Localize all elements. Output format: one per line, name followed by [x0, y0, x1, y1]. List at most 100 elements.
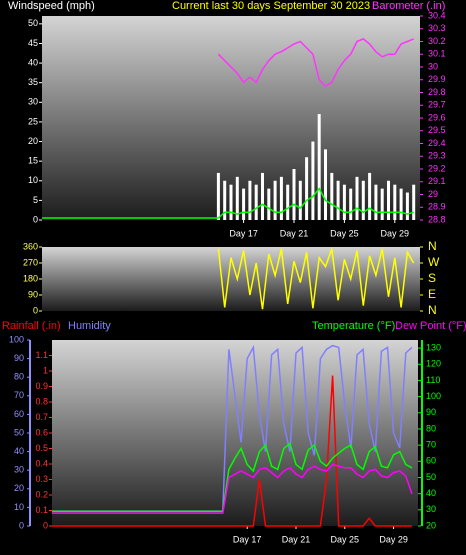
y2-tick-label: 28.8 [428, 214, 446, 224]
bar [305, 157, 309, 220]
series-line [217, 248, 415, 310]
y2-tick-label: 100 [426, 391, 441, 401]
y2-tick-label: 29.9 [428, 74, 446, 84]
y-tick-label: 0.5 [35, 443, 48, 453]
y-tick-label: 0.1 [35, 505, 48, 515]
x-tick-label: Day 29 [379, 534, 408, 544]
series-line [217, 38, 414, 88]
y2-tick-label: 90 [426, 407, 436, 417]
y-tick-label: 180 [23, 273, 38, 283]
legend-label: Humidity [68, 320, 111, 332]
y3-tick-label: 60 [14, 409, 24, 419]
bar [229, 184, 233, 220]
y-tick-label: 50 [28, 18, 38, 28]
series-line [52, 463, 413, 514]
y2-tick-label: 30.4 [428, 10, 446, 20]
bar [311, 141, 315, 220]
y-tick-label: 35 [28, 77, 38, 87]
y3-tick-label: 70 [14, 390, 24, 400]
bar [349, 188, 353, 220]
y-tick-label: 270 [23, 257, 38, 267]
bar [286, 184, 290, 220]
y2-tick-label: 60 [426, 456, 436, 466]
y-tick-label: 0 [33, 305, 38, 315]
y3-tick-label: 40 [14, 446, 24, 456]
bar [273, 180, 277, 220]
bar [317, 114, 321, 220]
y-tick-label: 1.1 [35, 350, 48, 360]
y-tick-label: 0.6 [35, 427, 48, 437]
y3-tick-label: 90 [14, 353, 24, 363]
x-tick-label: Day 25 [331, 534, 360, 544]
y-tick-label: 20 [28, 136, 38, 146]
bar [261, 172, 264, 220]
y2-tick-label: 30 [426, 504, 436, 514]
bar [324, 149, 327, 220]
y2-tick-label: 30.3 [428, 23, 446, 33]
y-tick-label: 360 [23, 241, 38, 251]
series-line [52, 375, 412, 527]
x-tick-label: Day 29 [381, 228, 410, 238]
y2-tick-label: 70 [426, 440, 436, 450]
bar [368, 172, 372, 220]
bar [216, 172, 220, 220]
series-line [52, 344, 413, 512]
legend-label: Dew Point (°F) [395, 320, 466, 332]
series-line [42, 187, 414, 219]
y-tick-label: 0.2 [35, 489, 48, 499]
y2-tick-label: 80 [426, 423, 436, 433]
y2-tick-label: S [428, 271, 436, 285]
bar [292, 169, 296, 220]
y2-tick-label: 28.9 [428, 202, 446, 212]
bar [298, 180, 302, 220]
y2-tick-label: 30.1 [428, 49, 446, 59]
y-tick-label: 40 [28, 57, 38, 67]
bar [223, 180, 227, 220]
x-tick-label: Day 25 [330, 228, 359, 238]
y-tick-label: 5 [33, 195, 38, 205]
x-tick-label: Day 21 [280, 228, 309, 238]
y-tick-label: 45 [28, 38, 38, 48]
y2-tick-label: 29.6 [428, 112, 446, 122]
chart-title: Current last 30 days September 30 2023 [172, 0, 370, 12]
x-tick-label: Day 17 [229, 228, 258, 238]
y2-tick-label: 30.2 [428, 36, 446, 46]
bar [342, 184, 346, 220]
y2-tick-label: N [428, 303, 437, 317]
y3-tick-label: 50 [14, 427, 24, 437]
y2-tick-label: 50 [426, 472, 436, 482]
legend-label: Rainfall (.in) [2, 320, 61, 332]
bar [248, 180, 252, 220]
bar [279, 176, 283, 220]
y2-label: Barometer (.in) [372, 0, 445, 12]
y2-tick-label: 29.3 [428, 151, 446, 161]
y-tick-label: 0.8 [35, 396, 48, 406]
y2-tick-label: E [428, 287, 436, 301]
y2-tick-label: 130 [426, 342, 441, 352]
bar [374, 184, 378, 220]
y-tick-label: 1 [43, 365, 48, 375]
y3-tick-label: 0 [19, 520, 24, 530]
y3-tick-label: 10 [14, 502, 24, 512]
y-tick-label: 0 [43, 520, 48, 530]
y2-tick-label: W [428, 255, 440, 269]
y3-tick-label: 20 [14, 483, 24, 493]
y3-tick-label: 100 [9, 334, 24, 344]
bar [336, 180, 340, 220]
bar [387, 180, 390, 220]
bar [242, 188, 246, 220]
plot-area [52, 340, 418, 526]
y2-tick-label: 29.4 [428, 138, 446, 148]
bar [399, 188, 403, 220]
series-line [52, 442, 413, 513]
y-tick-label: 15 [28, 156, 38, 166]
y-tick-label: 90 [28, 289, 38, 299]
y3-tick-label: 80 [14, 372, 24, 382]
y-tick-label: 0.4 [35, 458, 48, 468]
y2-tick-label: 29.7 [428, 100, 446, 110]
y2-tick-label: 29.2 [428, 163, 446, 173]
y2-tick-label: 29.1 [428, 176, 446, 186]
y-tick-label: 0.7 [35, 412, 48, 422]
y2-tick-label: 110 [426, 375, 440, 385]
